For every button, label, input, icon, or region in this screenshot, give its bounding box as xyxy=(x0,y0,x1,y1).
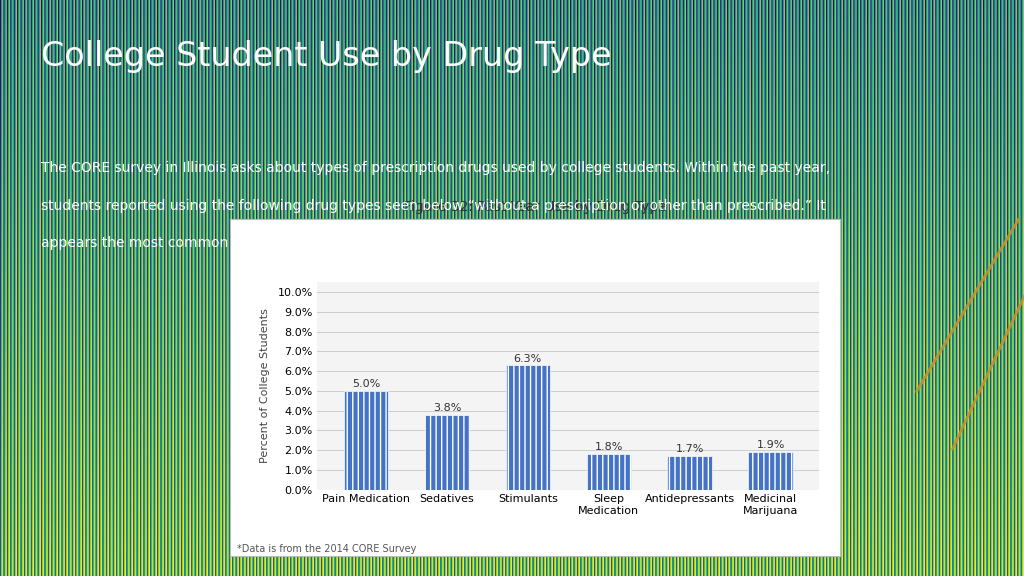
Text: 5.0%: 5.0% xyxy=(352,379,380,389)
Text: 1.8%: 1.8% xyxy=(595,442,623,453)
Bar xyxy=(344,391,388,490)
Text: College Student Use by Drug Type: College Student Use by Drug Type xyxy=(41,40,611,73)
Bar xyxy=(506,365,550,490)
Bar xyxy=(749,452,793,490)
Title: Figure 32: Past Year Use by Drug Type: Figure 32: Past Year Use by Drug Type xyxy=(403,199,667,214)
Y-axis label: Percent of College Students: Percent of College Students xyxy=(260,309,270,463)
Text: *Data is from the 2014 CORE Survey: *Data is from the 2014 CORE Survey xyxy=(237,544,416,554)
Text: 6.3%: 6.3% xyxy=(514,354,542,363)
Bar xyxy=(668,456,712,490)
Text: 3.8%: 3.8% xyxy=(433,403,461,413)
Bar xyxy=(425,415,469,490)
Text: 1.7%: 1.7% xyxy=(676,445,703,454)
Text: appears the most common type of drug was stimulants, followed by pain medication: appears the most common type of drug was… xyxy=(41,236,643,250)
Bar xyxy=(587,454,631,490)
Text: students reported using the following drug types seen below “without a prescript: students reported using the following dr… xyxy=(41,199,825,213)
Text: The CORE survey in Illinois asks about types of prescription drugs used by colle: The CORE survey in Illinois asks about t… xyxy=(41,161,830,175)
Text: 1.9%: 1.9% xyxy=(757,441,784,450)
